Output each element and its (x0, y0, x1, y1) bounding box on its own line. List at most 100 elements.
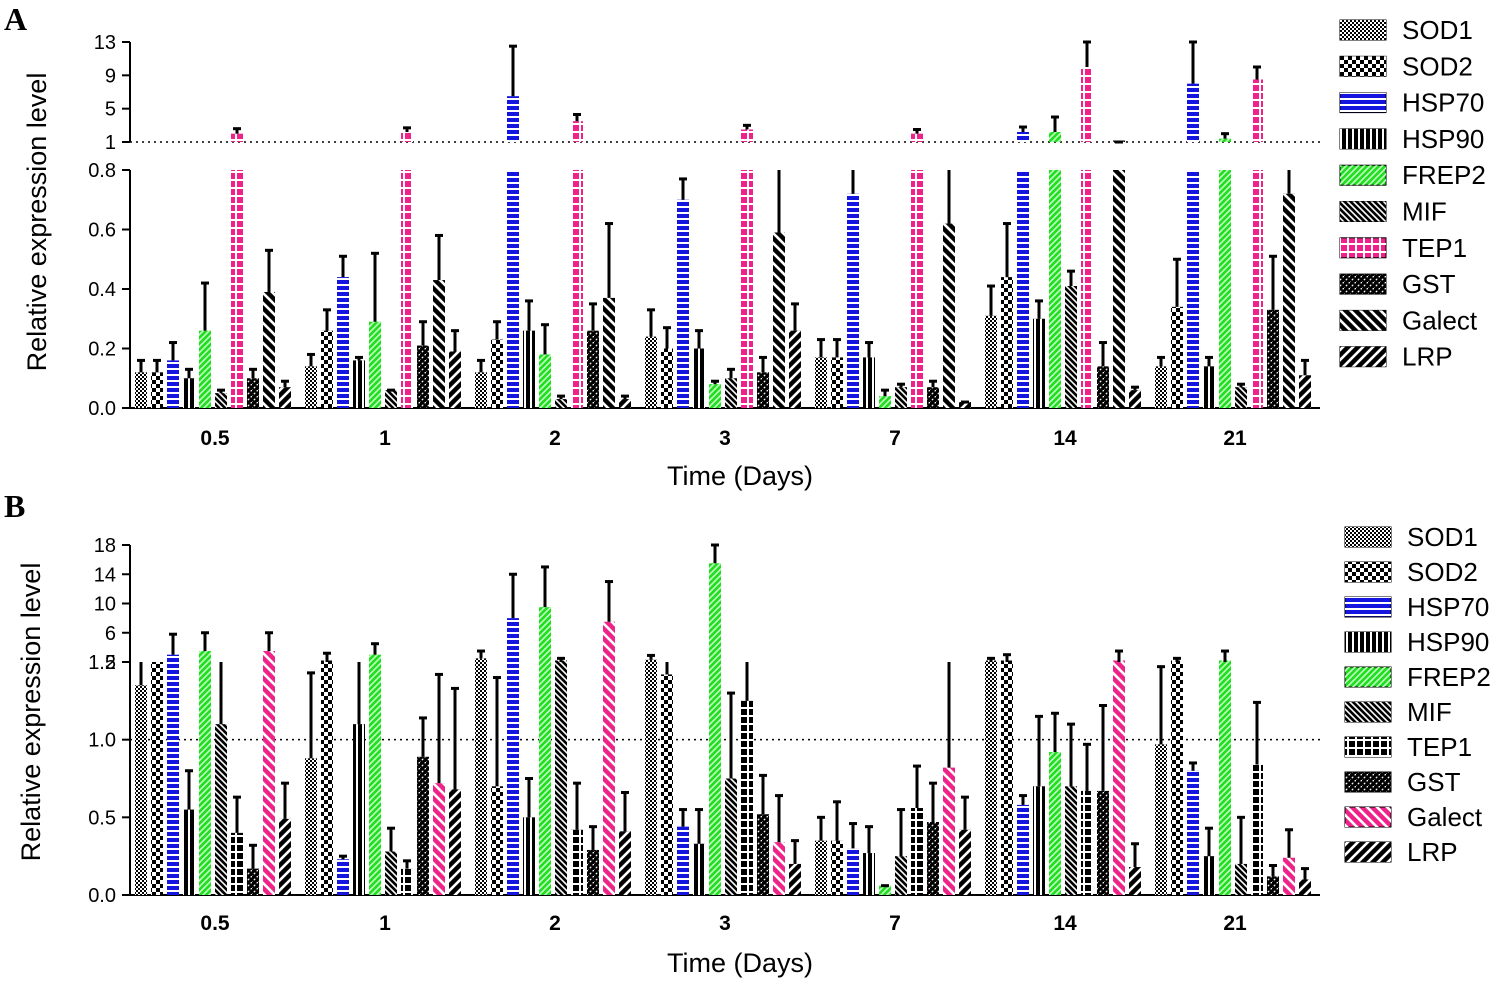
upper-y-tick-label: 13 (94, 32, 116, 54)
bar-tep1-0.5-lower-pattern (231, 170, 243, 408)
bar-sod1-2-lower-pattern (475, 662, 487, 895)
legend-label: SOD2 (1402, 51, 1473, 81)
bar-sod1-14-lower-pattern (985, 662, 997, 895)
bar-tep1-14-pattern (1081, 790, 1093, 895)
bar-hsp70-2-lower-pattern (507, 170, 519, 408)
x-tick-label: 7 (889, 427, 901, 450)
panel-a: A 1 5 9 13 0.0 0.2 0.4 0.6 0.8 0.5 1 2 3 7 14 21 Time (Da… (4, 1, 1486, 491)
bar-galect-1-pattern (433, 280, 445, 408)
bar-tep1-7-lower-pattern (911, 170, 923, 408)
legend-label: TEP1 (1402, 233, 1467, 263)
x-tick-label: 3 (719, 427, 731, 450)
bar-sod2-0.5-pattern (151, 372, 163, 408)
legend-swatch-pattern (1345, 842, 1391, 862)
bar-frep2-1-upper-pattern (369, 654, 381, 662)
upper-y-tick-label: 2 (105, 652, 116, 674)
bar-frep2-14-pattern (1049, 752, 1061, 895)
bar-hsp70-14-lower-pattern (1017, 170, 1029, 408)
bar-hsp70-7-pattern (847, 848, 859, 895)
upper-y-tick-label: 9 (105, 65, 116, 87)
bar-hsp90-14-pattern (1033, 318, 1045, 408)
lower-y-tick-label: 0.2 (88, 339, 116, 361)
bar-tep1-0.5-upper-pattern (231, 133, 243, 142)
lower-y-tick-label: 1.5 (88, 652, 116, 674)
bar-gst-14-pattern (1097, 366, 1109, 408)
bar-mif-2-pattern (555, 399, 567, 408)
legend-label: SOD1 (1402, 15, 1473, 45)
legend-label: HSP90 (1402, 124, 1484, 154)
bar-sod1-1-pattern (305, 366, 317, 408)
bar-tep1-21-upper-pattern (1251, 79, 1263, 142)
bar-hsp70-2-upper-pattern (507, 96, 519, 142)
bar-hsp70-0.5-upper-pattern (167, 654, 179, 662)
bar-hsp70-2-lower-pattern (507, 662, 519, 895)
bar-galect-14-lower-pattern (1113, 662, 1125, 895)
bar-hsp90-0.5-pattern (183, 809, 195, 895)
bar-frep2-14-upper-pattern (1049, 132, 1061, 142)
legend-label: LRP (1407, 837, 1458, 867)
panel-label: B (4, 488, 25, 524)
legend-swatch-pattern (1345, 807, 1391, 827)
bar-hsp70-21-lower-pattern (1187, 170, 1199, 408)
bar-frep2-3-pattern (709, 384, 721, 408)
upper-y-tick-label: 18 (94, 535, 116, 557)
bar-gst-3-pattern (757, 814, 769, 895)
legend-label: HSP90 (1407, 627, 1489, 657)
lower-y-tick-label: 0.5 (88, 807, 116, 829)
upper-y-tick-label: 14 (94, 564, 116, 586)
bar-galect-3-pattern (773, 842, 785, 895)
bar-lrp-0.5-pattern (279, 387, 291, 408)
bar-gst-21-pattern (1267, 309, 1279, 408)
lower-y-tick-label: 0.6 (88, 220, 116, 242)
legend-swatch-pattern (1340, 20, 1386, 40)
bar-hsp70-3-pattern (677, 199, 689, 408)
bars (135, 543, 1311, 895)
bar-mif-1-pattern (385, 390, 397, 408)
bar-hsp70-0.5-lower-pattern (167, 662, 179, 895)
legend-label: HSP70 (1402, 88, 1484, 118)
bar-lrp-1-pattern (449, 789, 461, 895)
bar-sod2-7-pattern (831, 357, 843, 408)
legend: SOD1 SOD2 HSP70 HSP90 FREP2 MIF TEP1 GST Galect L… (1339, 15, 1486, 372)
legend-swatch-pattern (1345, 527, 1391, 547)
bar-lrp-0.5-pattern (279, 818, 291, 895)
bar-frep2-21-upper-pattern (1219, 138, 1231, 142)
bar-hsp90-7-pattern (863, 357, 875, 408)
bar-sod2-1-pattern (321, 330, 333, 408)
bar-hsp90-3-pattern (693, 843, 705, 895)
bar-sod2-14-pattern (1001, 277, 1013, 408)
bar-sod1-2-upper-pattern (475, 658, 487, 662)
bar-frep2-0.5-pattern (199, 330, 211, 408)
bars (135, 40, 1311, 408)
bar-tep1-3-upper-pattern (741, 129, 753, 142)
bar-lrp-1-pattern (449, 351, 461, 408)
legend-swatch-pattern (1345, 597, 1391, 617)
bar-sod1-7-pattern (815, 840, 827, 895)
bar-hsp70-21-pattern (1187, 770, 1199, 895)
bar-hsp90-0.5-pattern (183, 378, 195, 408)
bar-hsp70-14-upper-pattern (1017, 132, 1029, 142)
x-tick-label: 3 (719, 912, 731, 935)
legend-swatch-pattern (1345, 702, 1391, 722)
x-tick-label: 21 (1223, 912, 1247, 935)
bar-lrp-3-pattern (789, 330, 801, 408)
bar-frep2-1-pattern (369, 321, 381, 408)
bar-tep1-0.5-pattern (231, 832, 243, 895)
bar-tep1-3-pattern (741, 700, 753, 895)
bar-sod1-3-lower-pattern (645, 662, 657, 895)
x-axis-label: Time (Days) (667, 948, 813, 978)
bar-mif-14-pattern (1065, 286, 1077, 408)
bar-lrp-7-pattern (959, 402, 971, 408)
bar-hsp70-7-pattern (847, 193, 859, 408)
bar-sod1-7-pattern (815, 357, 827, 408)
bar-frep2-0.5-lower-pattern (199, 662, 211, 895)
legend-label: FREP2 (1402, 160, 1486, 190)
bar-galect-0.5-pattern (263, 291, 275, 408)
bar-gst-14-pattern (1097, 790, 1109, 895)
y-axis-label: Relative expression level (22, 73, 52, 372)
bar-galect-2-upper-pattern (603, 621, 615, 662)
x-tick-label: 2 (549, 427, 561, 450)
bar-tep1-7-upper-pattern (911, 133, 923, 142)
upper-y-tick-label: 6 (105, 623, 116, 645)
